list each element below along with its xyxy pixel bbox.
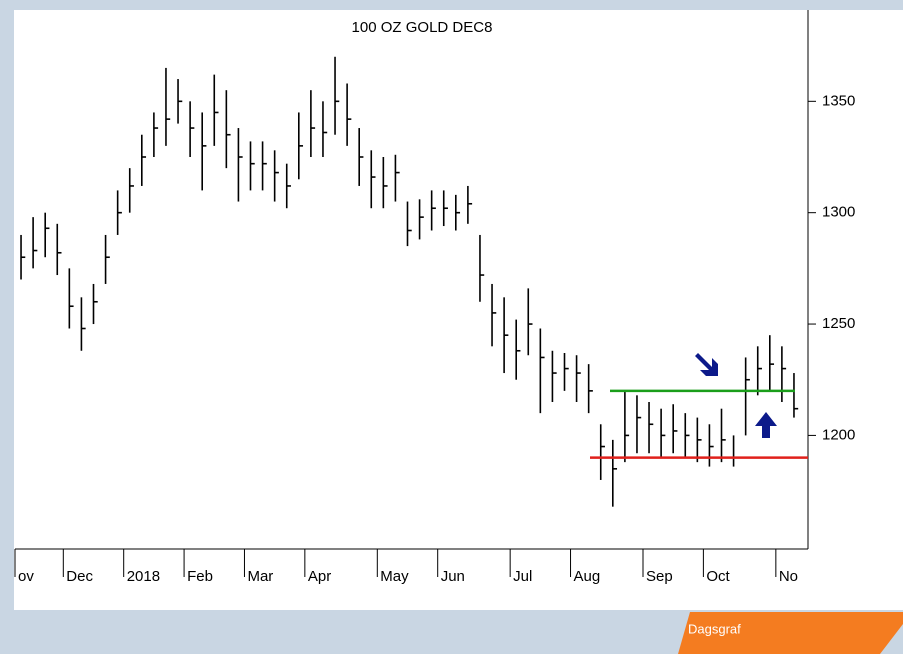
x-tick-label: Dec	[66, 568, 93, 585]
chart-title: 100 OZ GOLD DEC8	[352, 19, 493, 36]
x-tick-label: Aug	[574, 568, 601, 585]
x-tick-label: Feb	[187, 568, 213, 585]
x-tick-label: No	[779, 568, 798, 585]
y-tick-label: 1200	[822, 426, 855, 443]
x-tick-label: Sep	[646, 568, 673, 585]
y-tick-label: 1350	[822, 92, 855, 109]
arrow-down	[695, 353, 718, 376]
arrow-up	[755, 412, 777, 438]
x-tick-label: Apr	[308, 568, 331, 585]
x-tick-label: Mar	[247, 568, 273, 585]
x-tick-label: 2018	[127, 568, 160, 585]
footer-tab	[678, 612, 903, 654]
y-tick-label: 1250	[822, 315, 855, 332]
footer-label: Dagsgraf	[688, 621, 741, 636]
y-tick-label: 1300	[822, 204, 855, 221]
panel	[14, 10, 903, 610]
x-tick-label: Jun	[441, 568, 465, 585]
x-tick-label: ov	[18, 568, 34, 585]
x-tick-label: Jul	[513, 568, 532, 585]
x-tick-label: Oct	[706, 568, 730, 585]
x-tick-label: May	[380, 568, 409, 585]
